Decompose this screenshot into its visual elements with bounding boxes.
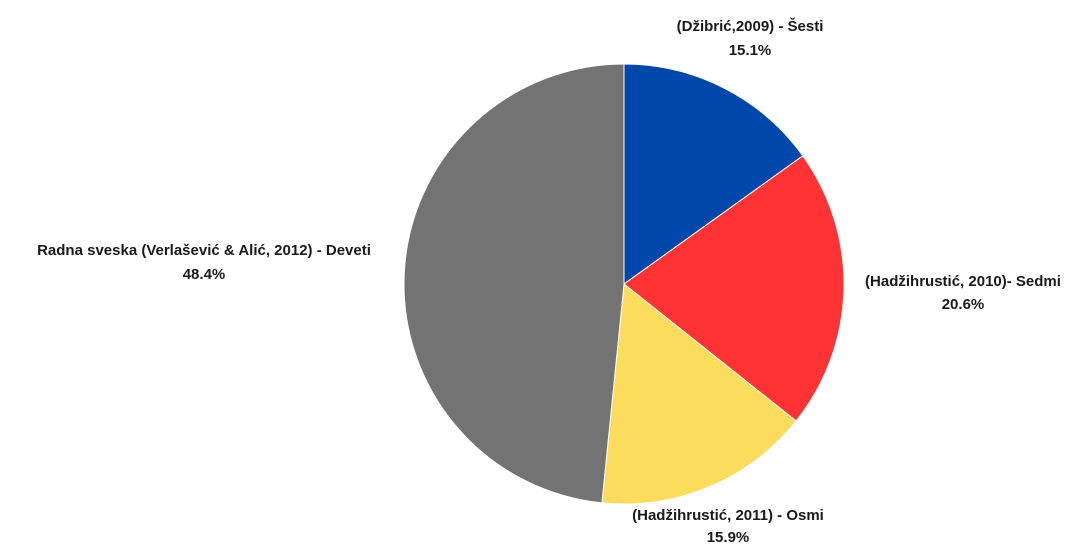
slice-label-deveti: Radna sveska (Verlašević & Alić, 2012) -…	[37, 242, 371, 259]
slice-label-osmi: (Hadžihrustić, 2011) - Osmi	[632, 507, 824, 524]
slice-percent-sesti: 15.1%	[729, 42, 772, 59]
slice-label-sesti: (Džibrić,2009) - Šesti	[677, 17, 824, 35]
pie-slices	[404, 64, 844, 504]
pie-slice-deveti	[404, 64, 624, 503]
slice-percent-osmi: 15.9%	[707, 529, 750, 545]
slice-percent-sedmi: 20.6%	[942, 296, 985, 313]
slice-percent-deveti: 48.4%	[183, 266, 226, 283]
slice-label-sedmi: (Hadžihrustić, 2010)- Sedmi	[865, 273, 1061, 290]
